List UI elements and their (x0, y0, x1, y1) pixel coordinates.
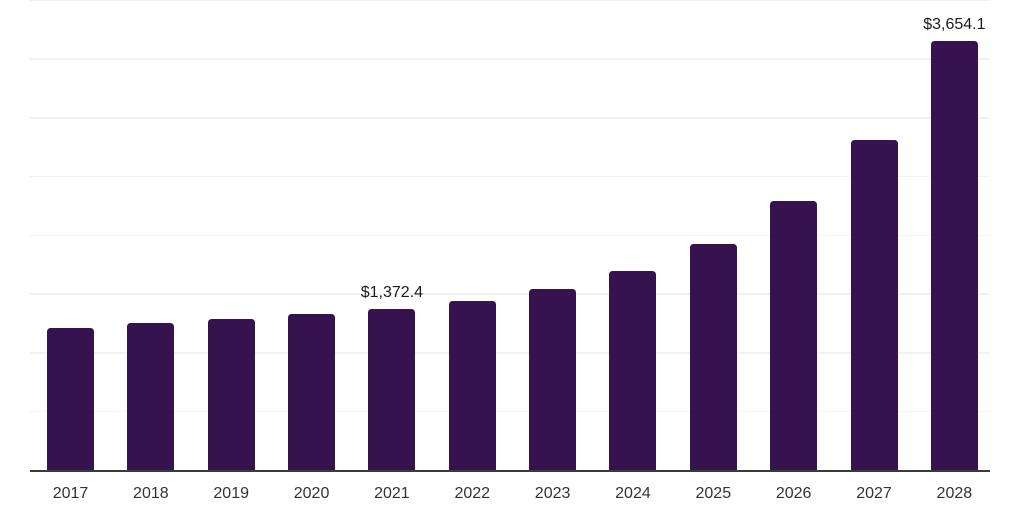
x-tick-label-2024: 2024 (615, 485, 651, 502)
bar-2017 (47, 328, 94, 470)
x-tick-label-2021: 2021 (374, 485, 410, 502)
bar-2027 (850, 139, 898, 470)
x-tick-label-2017: 2017 (52, 485, 89, 502)
x-tick-label-2018: 2018 (133, 485, 169, 502)
bar-2024 (609, 270, 657, 470)
bar-2023 (529, 288, 577, 470)
gridline (30, 410, 990, 413)
x-axis-line (30, 470, 990, 472)
bar-value-label-2028: $3,654.1 (923, 15, 986, 33)
gridline (30, 0, 990, 1)
bar-2026 (770, 201, 818, 470)
x-tick-label-2025: 2025 (695, 485, 732, 502)
gridline (30, 117, 990, 119)
x-tick-label-2019: 2019 (213, 485, 249, 502)
bar-2018 (127, 323, 175, 470)
bar-value-label-2021: $1,372.4 (360, 283, 424, 301)
gridline (30, 58, 990, 60)
x-tick-label-2023: 2023 (534, 485, 571, 502)
gridline (30, 234, 990, 236)
x-tick-label-2027: 2027 (856, 485, 892, 502)
x-tick-label-2020: 2020 (293, 485, 330, 502)
bar-2020 (288, 314, 336, 470)
bar-2021 (368, 308, 416, 470)
x-tick-label-2028: 2028 (936, 485, 973, 502)
gridline (30, 352, 990, 354)
gridline (30, 293, 990, 295)
bar-2025 (689, 244, 737, 470)
bar-2019 (207, 319, 255, 470)
bar-2022 (448, 301, 496, 470)
bar-2028 (930, 40, 978, 470)
gridline (30, 175, 990, 178)
x-tick-label-2022: 2022 (454, 485, 491, 502)
x-tick-label-2026: 2026 (775, 485, 812, 502)
